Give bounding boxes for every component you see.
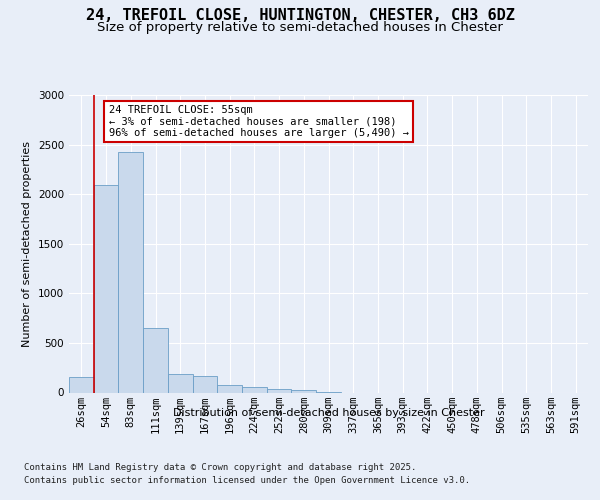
Bar [118, 152, 143, 392]
Bar [69, 377, 94, 392]
Bar [94, 185, 118, 392]
Text: 24 TREFOIL CLOSE: 55sqm
← 3% of semi-detached houses are smaller (198)
96% of se: 24 TREFOIL CLOSE: 55sqm ← 3% of semi-det… [109, 105, 409, 138]
Bar [292, 390, 316, 392]
Y-axis label: Number of semi-detached properties: Number of semi-detached properties [22, 141, 32, 347]
Text: Size of property relative to semi-detached houses in Chester: Size of property relative to semi-detach… [97, 22, 503, 35]
Bar [267, 389, 292, 392]
Bar [242, 387, 267, 392]
Text: Contains public sector information licensed under the Open Government Licence v3: Contains public sector information licen… [24, 476, 470, 485]
Text: Contains HM Land Registry data © Crown copyright and database right 2025.: Contains HM Land Registry data © Crown c… [24, 462, 416, 471]
Bar [193, 376, 217, 392]
Text: Distribution of semi-detached houses by size in Chester: Distribution of semi-detached houses by … [173, 408, 485, 418]
Bar [143, 328, 168, 392]
Text: 24, TREFOIL CLOSE, HUNTINGTON, CHESTER, CH3 6DZ: 24, TREFOIL CLOSE, HUNTINGTON, CHESTER, … [86, 8, 514, 22]
Bar [168, 374, 193, 392]
Bar [217, 384, 242, 392]
